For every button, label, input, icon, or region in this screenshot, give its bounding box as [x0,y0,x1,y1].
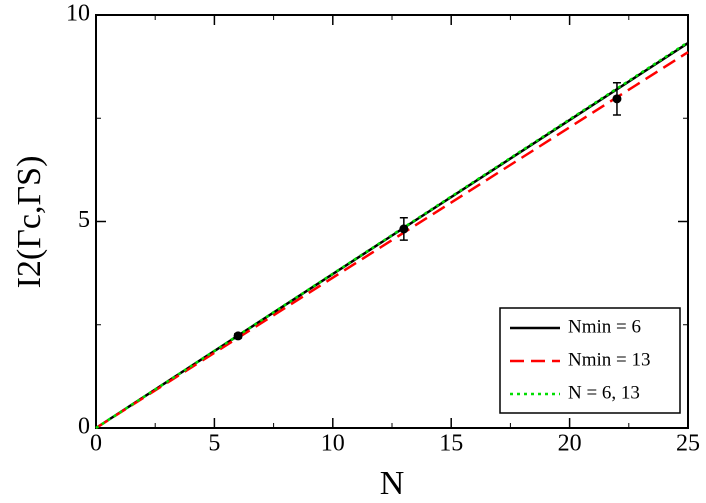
x-axis-label: N [380,465,405,502]
x-tick-label: 5 [208,431,220,457]
x-tick-label: 20 [558,431,582,457]
legend-label: Nmin = 6 [568,316,641,337]
series-line [95,41,689,430]
y-tick-label: 0 [78,414,90,440]
y-axis-label: I2(Γc,ΓS) [11,156,48,289]
x-tick-label: 10 [321,431,345,457]
data-point [612,94,622,104]
legend-label: N = 6, 13 [568,382,640,403]
y-tick-label: 10 [66,1,90,27]
legend-label: Nmin = 13 [568,349,651,370]
data-point [399,224,409,234]
x-tick-label: 0 [90,431,102,457]
y-tick-label: 5 [78,207,90,233]
data-point [233,331,243,341]
legend-box [499,307,681,414]
x-tick-label: 15 [439,431,463,457]
x-tick-label: 25 [676,431,700,457]
series-line [95,51,689,430]
